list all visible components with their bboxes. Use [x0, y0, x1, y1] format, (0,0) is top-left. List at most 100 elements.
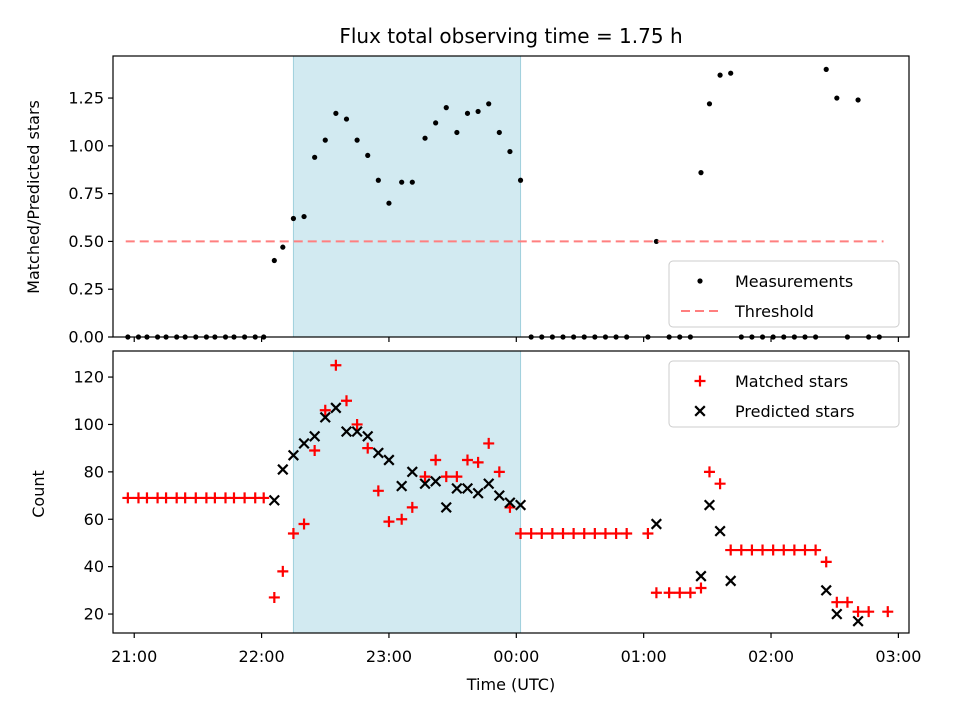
measurement-point [698, 170, 704, 176]
matched-point [430, 454, 442, 466]
matched-point [714, 478, 726, 490]
legend-swatch [694, 405, 706, 417]
measurement-point [653, 238, 660, 245]
measurement-point [301, 213, 307, 220]
matched-point [351, 418, 363, 430]
measurement-point [475, 108, 481, 115]
matched-point [703, 466, 715, 478]
matched-point [674, 587, 686, 599]
x-tick-label: 02:00 [748, 647, 794, 666]
matched-point [268, 591, 280, 603]
matched-point [372, 485, 384, 497]
matched-point [757, 544, 769, 556]
y-tick-label: 1.00 [68, 136, 104, 155]
predicted-point [298, 437, 310, 449]
y-tick-label: 60 [84, 510, 104, 529]
matched-point [852, 606, 864, 618]
legend-label: Matched stars [735, 372, 848, 391]
predicted-point [461, 482, 474, 495]
y-tick-label: 0.50 [68, 232, 104, 251]
predicted-point [396, 480, 408, 492]
matched-point [406, 501, 418, 513]
y-axis-label-top: Matched/Predicted stars [24, 100, 43, 294]
measurement-point [855, 97, 861, 103]
matched-point [568, 527, 580, 539]
predicted-point [340, 425, 353, 438]
predicted-point [309, 430, 321, 442]
bottom-panel: 20 40 60 80 100 120 21:00 22:00 23:00 00:00 01:00 0… [73, 350, 921, 666]
matched-point [419, 471, 431, 483]
y-axis-label-bottom: Count [29, 470, 48, 518]
legend-box [668, 260, 900, 328]
x-tick-label: 21:00 [111, 647, 157, 666]
measurement-point [422, 135, 428, 141]
matched-point [684, 587, 696, 599]
predicted-point [362, 430, 374, 442]
measurement-point [834, 95, 840, 101]
measurement-point [354, 137, 360, 143]
x-tick-label: 23:00 [366, 647, 412, 666]
matched-point [228, 492, 240, 504]
measurement-point [728, 70, 734, 76]
predicted-point [852, 615, 864, 627]
matched-point [788, 544, 800, 556]
predicted-point [703, 499, 716, 511]
predicted-point [430, 475, 442, 487]
matched-point [461, 454, 473, 466]
predicted-point [820, 584, 832, 596]
matched-point [179, 492, 191, 504]
series-measurements [125, 66, 882, 340]
matched-point [810, 544, 822, 556]
matched-point [642, 527, 654, 539]
matched-point [610, 527, 622, 539]
matched-point [663, 587, 675, 599]
x-tick-label: 00:00 [493, 647, 539, 666]
matched-point [277, 565, 289, 577]
matched-point [746, 544, 758, 556]
predicted-point [383, 454, 395, 466]
measurement-point [375, 177, 381, 183]
y-tick-label: 120 [73, 368, 104, 387]
matched-point [599, 527, 611, 539]
matched-point [546, 527, 558, 539]
legend-label: Threshold [734, 302, 814, 321]
predicted-point [268, 494, 280, 506]
measurement-point [496, 129, 502, 136]
predicted-point [695, 570, 707, 582]
legend-swatch [694, 375, 706, 387]
legend: Measurements Threshold [668, 260, 900, 328]
predicted-point [451, 482, 463, 495]
measurement-point [271, 257, 277, 264]
legend-box [668, 360, 900, 428]
top-panel: 0.00 0.25 0.50 0.75 1.00 1.25 Measurements Thre… [68, 55, 910, 347]
measurement-point [280, 244, 286, 250]
series-matched-stars [122, 359, 894, 618]
matched-point [239, 492, 251, 504]
legend-swatch [697, 278, 703, 284]
predicted-point [319, 411, 331, 423]
matched-point [525, 527, 537, 539]
matched-point [319, 404, 331, 416]
measurement-point [409, 179, 415, 185]
matched-point [799, 544, 811, 556]
measurement-point [443, 105, 449, 111]
x-axis-label: Time (UTC) [466, 675, 555, 694]
matched-point [340, 395, 352, 407]
measurement-point [486, 101, 492, 107]
matched-point [122, 492, 134, 504]
predicted-point [287, 449, 300, 461]
matched-point [536, 527, 548, 539]
matched-point [841, 596, 853, 608]
matched-point [483, 437, 495, 449]
matched-point [515, 527, 527, 539]
predicted-point [277, 463, 289, 476]
measurement-point [365, 152, 371, 159]
matched-point [493, 466, 505, 478]
matched-point [190, 492, 202, 504]
matched-point [650, 587, 662, 599]
matched-point [589, 527, 601, 539]
x-tick-label: 03:00 [875, 647, 921, 666]
measurement-point [433, 120, 439, 126]
x-tick-label: 22:00 [239, 647, 285, 666]
measurement-point [399, 179, 405, 185]
